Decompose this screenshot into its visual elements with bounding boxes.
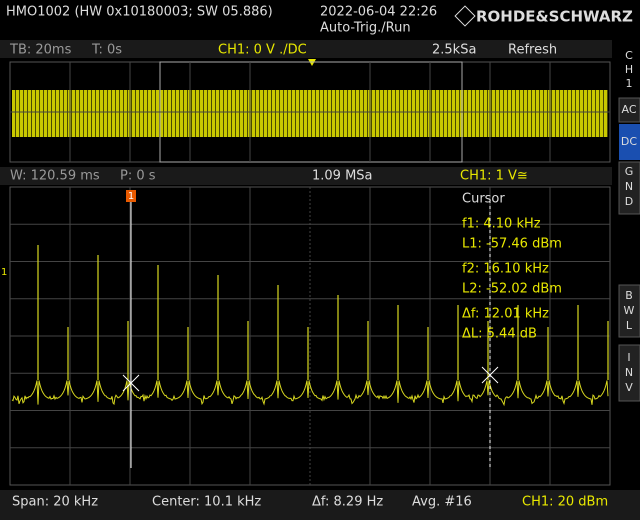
window-position: P: 0 s <box>120 169 156 184</box>
scale: CH1: 20 dBm <box>522 495 608 510</box>
window-sample-rate: 1.09 MSa <box>312 169 373 184</box>
channel-tab-c: C <box>625 49 633 62</box>
run-mode: Auto-Trig./Run <box>320 21 411 36</box>
cursor-l1: L1: -57.46 dBm <box>462 237 562 252</box>
inv-n: N <box>625 366 633 379</box>
channel-setting: CH1: 0 V ./DC <box>218 43 307 58</box>
dc-label: DC <box>621 135 637 148</box>
bwl-l: L <box>626 319 633 332</box>
window-width: W: 120.59 ms <box>10 169 100 184</box>
cursor-l2: L2: -52.02 dBm <box>462 282 562 297</box>
cursor-title: Cursor <box>462 192 505 207</box>
datetime: 2022-06-04 22:26 <box>320 5 437 20</box>
timebase: TB: 20ms <box>9 43 72 58</box>
zoom-bar <box>0 40 612 58</box>
cursor1-label: 1 <box>128 191 134 202</box>
cursor-cross <box>481 366 499 384</box>
spectrum-trace <box>11 380 609 407</box>
cursor1-flag <box>126 190 136 202</box>
bwl-w: W <box>624 304 635 317</box>
ac-label: AC <box>621 103 636 116</box>
dc-button[interactable] <box>619 124 640 160</box>
overview-signal <box>12 90 608 137</box>
bwl-b: B <box>625 289 633 302</box>
average: Avg. #16 <box>412 495 472 510</box>
cursor-f2: f2: 16.10 kHz <box>462 262 549 277</box>
cursor-df: Δf: 12.01 kHz <box>462 307 549 322</box>
cursor-dl: ΔL: 5.44 dB <box>462 327 537 342</box>
window-bar <box>0 167 612 185</box>
ac-button[interactable] <box>618 97 640 123</box>
footer-bar <box>0 490 640 520</box>
side-menu: C H 1 AC DC G N D B W L I N V <box>618 49 640 402</box>
level-marker: 1 <box>1 267 7 278</box>
inv-i: I <box>627 351 630 364</box>
window-channel: CH1: 1 V≅ <box>460 169 528 184</box>
acquisition-mode: Refresh <box>508 43 557 58</box>
inv-v: V <box>625 381 633 394</box>
gnd-g: G <box>625 165 634 178</box>
sample-rate: 2.5kSa <box>432 43 476 58</box>
device-info: HMO1002 (HW 0x10180003; SW 05.886) <box>6 5 273 20</box>
bwl-button[interactable] <box>618 284 640 338</box>
channel-tab-1: 1 <box>626 77 633 90</box>
brand-logo: ROHDE&SCHWARZ <box>454 5 633 27</box>
trigger-time: T: 0s <box>91 43 122 58</box>
channel-tab-h: H <box>625 63 633 76</box>
cursor-f1: f1: 4.10 kHz <box>462 217 541 232</box>
spectrum-plot <box>9 186 611 486</box>
gnd-button[interactable] <box>618 161 640 215</box>
resolution-bandwidth: Δf: 8.29 Hz <box>312 495 383 510</box>
overview-window <box>9 61 611 163</box>
gnd-d: D <box>625 195 633 208</box>
span: Span: 20 kHz <box>12 495 98 510</box>
brand: ROHDE&SCHWARZ <box>476 8 633 26</box>
inv-button[interactable] <box>618 344 640 402</box>
center: Center: 10.1 kHz <box>152 495 261 510</box>
cursor-cross <box>122 374 140 392</box>
gnd-n: N <box>625 180 633 193</box>
